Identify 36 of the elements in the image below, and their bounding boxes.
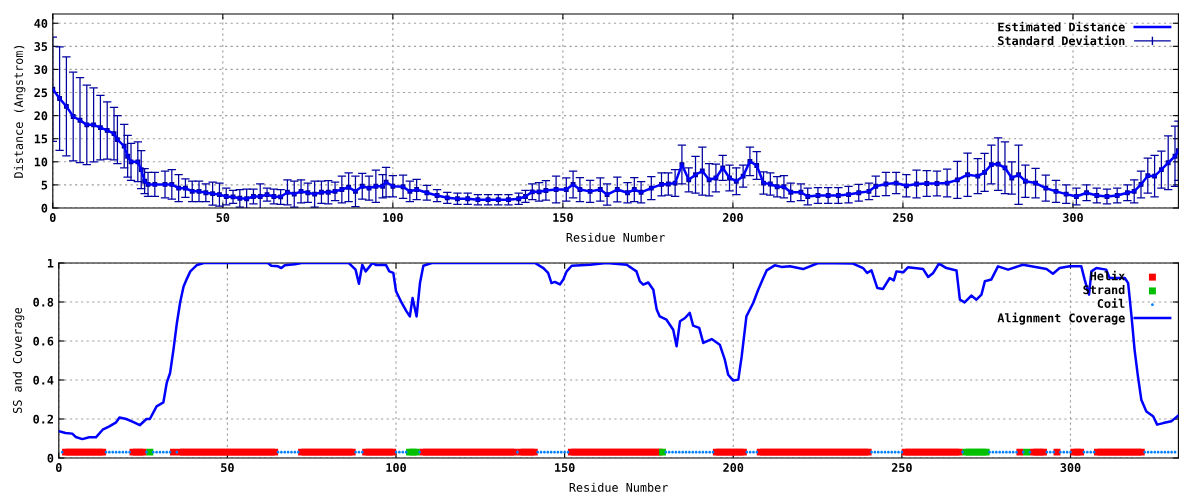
legend-label: Estimated Distance [998,21,1125,32]
y-tick-label: 1 [47,258,54,268]
x-tick-label: 250 [892,213,913,222]
legend-label: Coil [1097,298,1125,308]
y-tick-label: 0 [41,203,48,213]
x-tick-label: 200 [723,463,744,472]
y-tick-label: 0.8 [33,297,54,307]
y-tick-label: 0.2 [33,414,53,424]
x-tick-label: 0 [55,463,62,472]
x-tick-label: 200 [722,213,743,222]
x-tick-label: 300 [1060,463,1081,472]
x-tick-label: 50 [216,213,230,222]
legend-label: Alignment Coverage [997,312,1125,325]
y-axis-title: SS and Coverage [12,307,25,413]
y-tick-label: 10 [34,157,48,167]
y-tick-label: 30 [34,65,48,75]
x-tick-label: 100 [386,463,406,472]
y-tick-label: 40 [34,18,48,28]
y-tick-label: 0.6 [33,336,54,346]
x-tick-label: 100 [383,213,403,222]
y-axis-title: Distance (Angstrom) [13,45,26,178]
x-tick-label: 300 [1063,213,1083,222]
y-tick-label: 35 [34,42,48,51]
x-tick-label: 150 [553,213,573,222]
x-tick-label: 250 [891,463,912,472]
x-axis-title: Residue Number [569,482,668,492]
y-tick-label: 15 [34,134,48,144]
x-tick-label: 50 [221,463,234,472]
legend-label: Standard Deviation [998,35,1125,46]
x-tick-label: 150 [555,463,575,472]
y-tick-label: 0.4 [33,375,54,385]
y-tick-label: 5 [41,180,48,190]
y-tick-label: 20 [34,111,48,121]
y-tick-label: 0 [47,453,54,463]
x-axis-title: Residue Number [566,232,665,242]
y-tick-label: 25 [34,88,48,98]
